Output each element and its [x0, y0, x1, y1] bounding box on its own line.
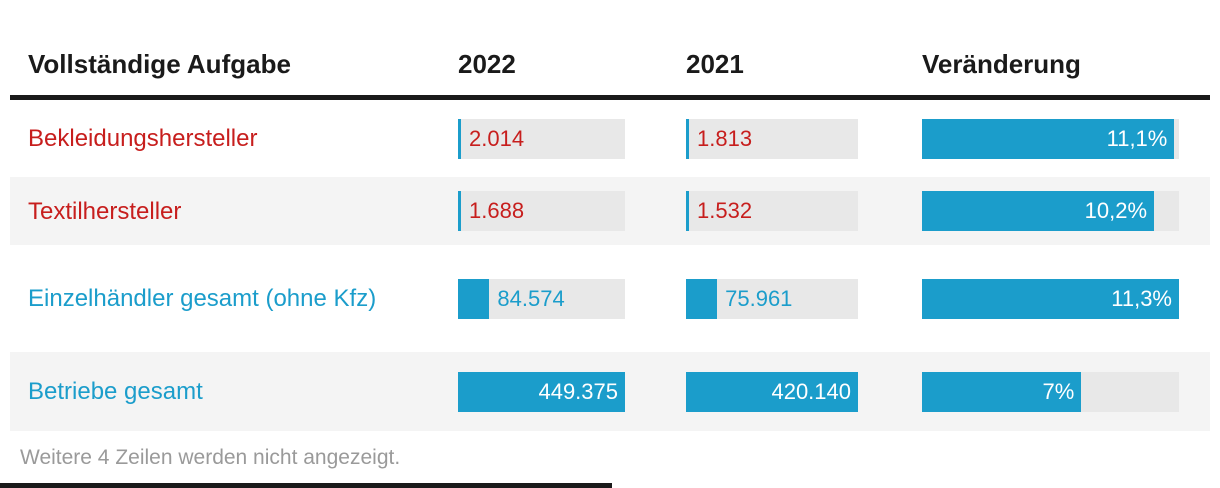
hidden-rows-note: Weitere 4 Zeilen werden nicht angezeigt. — [20, 446, 401, 469]
bar-track-2021: 420.140 — [686, 371, 858, 412]
header-2021-column: 2021 — [686, 49, 744, 80]
table-row: Bekleidungshersteller 2.014 1.813 11,1% — [10, 100, 1210, 177]
row-label: Einzelhändler gesamt (ohne Kfz) — [28, 285, 377, 312]
table-row: Textilhersteller 1.688 1.532 10,2% — [10, 177, 1210, 245]
bar-track-change: 11,1% — [922, 118, 1179, 159]
bar-2022 — [458, 118, 461, 159]
value-2022: 1.688 — [469, 198, 525, 223]
value-2021: 75.961 — [725, 285, 793, 311]
bar-2021 — [686, 118, 689, 159]
value-2021: 1.532 — [697, 198, 753, 223]
value-change: 10,2% — [1084, 198, 1148, 223]
row-label: Betriebe gesamt — [28, 378, 203, 405]
data-table: Vollständige Aufgabe 2022 2021 Veränderu… — [10, 0, 1210, 431]
bar-2021 — [686, 278, 718, 319]
row-label: Bekleidungshersteller — [28, 125, 258, 152]
bar-track-change: 11,3% — [922, 278, 1179, 319]
header-change-column: Veränderung — [922, 49, 1081, 80]
bar-track-2021: 1.532 — [686, 191, 858, 231]
bar-2021: 420.140 — [686, 371, 858, 412]
table-row: Betriebe gesamt 449.375 420.140 — [10, 352, 1210, 431]
bottom-crop-bar — [0, 483, 612, 488]
value-change: 7% — [1042, 378, 1075, 404]
bar-2022: 449.375 — [458, 371, 625, 412]
header-2022-column: 2022 — [458, 49, 516, 80]
bar-2021 — [686, 191, 689, 231]
bar-track-2022: 1.688 — [458, 191, 625, 231]
bar-track-2022: 449.375 — [458, 371, 625, 412]
value-change: 11,1% — [1106, 125, 1168, 151]
bar-track-2021: 1.813 — [686, 118, 858, 159]
bar-track-change: 10,2% — [922, 191, 1179, 231]
header-label-column: Vollständige Aufgabe — [28, 49, 291, 80]
value-2021: 420.140 — [771, 378, 851, 404]
bar-track-2022: 2.014 — [458, 118, 625, 159]
bar-track-2021: 75.961 — [686, 278, 858, 319]
bar-change: 11,3% — [922, 278, 1179, 319]
value-change: 11,3% — [1111, 285, 1172, 311]
bar-2022 — [458, 278, 490, 319]
table-row: Einzelhändler gesamt (ohne Kfz) 84.574 7… — [10, 245, 1210, 352]
row-label: Textilhersteller — [28, 197, 182, 225]
bar-track-2022: 84.574 — [458, 278, 625, 319]
table-header-row: Vollständige Aufgabe 2022 2021 Veränderu… — [10, 0, 1210, 100]
bar-change: 10,2% — [922, 191, 1155, 231]
bar-change: 7% — [922, 371, 1082, 412]
value-2022: 449.375 — [538, 378, 618, 404]
value-2022: 84.574 — [497, 285, 565, 311]
bar-track-change: 7% — [922, 371, 1179, 412]
bar-2022 — [458, 191, 461, 231]
bar-change: 11,1% — [922, 118, 1175, 159]
value-2022: 2.014 — [469, 125, 525, 151]
value-2021: 1.813 — [697, 125, 753, 151]
